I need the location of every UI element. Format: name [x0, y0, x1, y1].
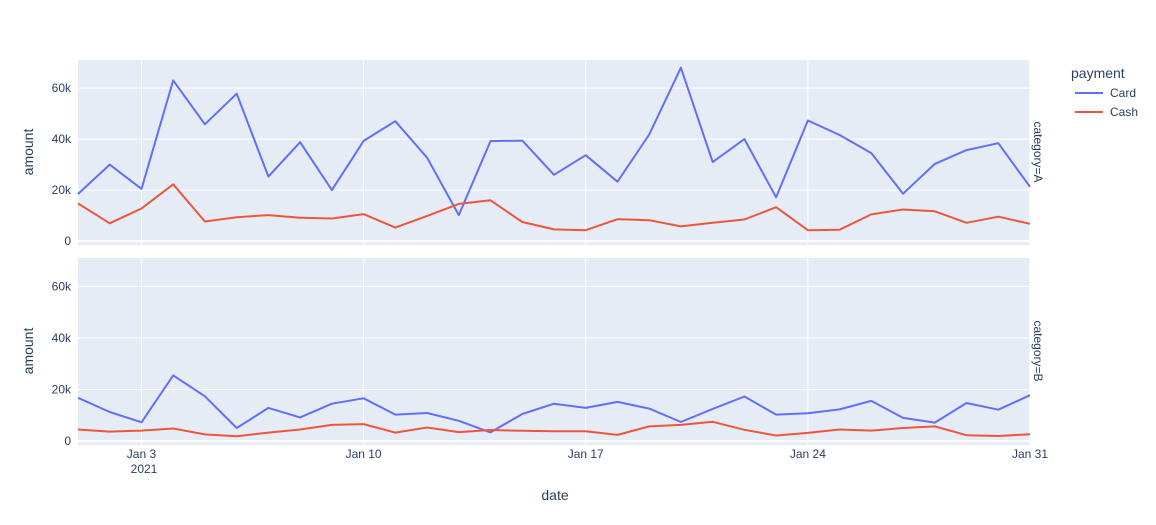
x-axis: 2021 Jan 3 Jan 10 Jan 17 Jan 24 Jan 31: [127, 447, 1049, 476]
series-lines-b: [77, 374, 1031, 438]
x-tick-label: Jan 31: [1012, 447, 1048, 461]
facet-label-a: category=A: [1031, 121, 1045, 182]
y-tick-label: 60k: [52, 81, 72, 95]
y-tick-label: 0: [64, 434, 71, 448]
y-axis-b: 0 20k 40k 60k: [52, 279, 72, 448]
facet-label-b: category=B: [1031, 320, 1045, 381]
series-line-card: [77, 66, 1031, 217]
facet-category-a: 0 20k 40k 60k amount category=A: [20, 60, 1045, 248]
x-tick-label: Jan 10: [346, 447, 382, 461]
y-axis-title-b: amount: [20, 328, 36, 375]
legend-label-cash[interactable]: Cash: [1110, 105, 1138, 119]
series-line-card: [77, 374, 1031, 434]
x-tick-label: Jan 17: [568, 447, 604, 461]
legend-title: payment: [1071, 65, 1125, 81]
x-tick-sublabel: 2021: [131, 462, 158, 476]
legend: payment Card Cash: [1071, 65, 1138, 119]
x-tick-label: Jan 24: [790, 447, 826, 461]
series-line-cash: [77, 183, 1031, 232]
grid-b: [78, 258, 1031, 445]
x-tick-label: Jan 3: [127, 447, 157, 461]
y-tick-label: 20k: [52, 383, 72, 397]
series-lines-a: [77, 66, 1031, 232]
plot-background-b: [78, 258, 1030, 445]
series-line-cash: [77, 420, 1031, 438]
x-axis-title: date: [541, 487, 568, 503]
y-tick-label: 20k: [52, 183, 72, 197]
legend-label-card[interactable]: Card: [1110, 86, 1136, 100]
grid-a: [78, 60, 1031, 245]
facet-category-b: 0 20k 40k 60k amount category=B: [20, 258, 1045, 448]
y-axis-title-a: amount: [20, 129, 36, 176]
y-axis-a: 0 20k 40k 60k: [52, 81, 72, 248]
y-tick-label: 0: [64, 234, 71, 248]
y-tick-label: 40k: [52, 132, 72, 146]
y-tick-label: 60k: [52, 279, 72, 293]
y-tick-label: 40k: [52, 331, 72, 345]
